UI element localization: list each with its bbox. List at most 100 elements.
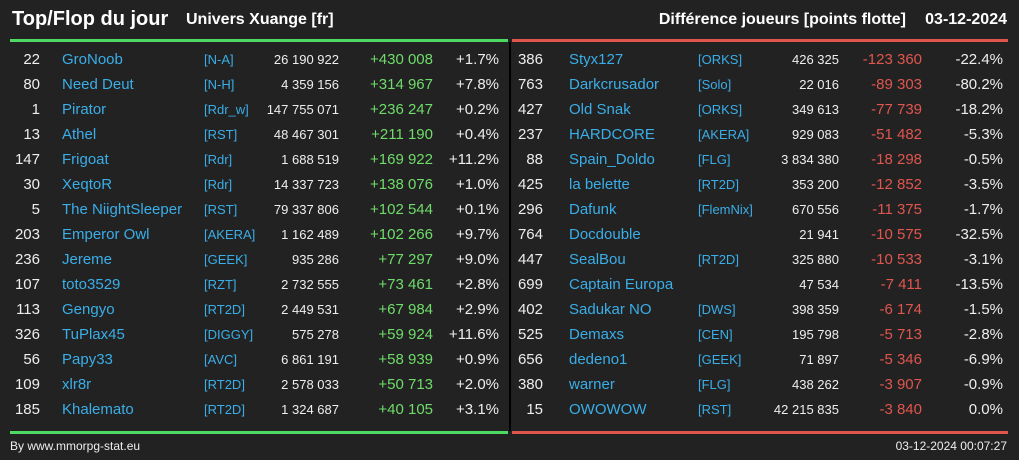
player-name-link[interactable]: Khalemato bbox=[62, 401, 134, 418]
alliance-tag-link[interactable]: [RT2D] bbox=[204, 402, 245, 417]
points-difference: +40 105 bbox=[378, 401, 433, 418]
alliance-tag-link[interactable]: [RT2D] bbox=[698, 177, 739, 192]
player-rank: 763 bbox=[517, 76, 543, 93]
player-name-link[interactable]: Papy33 bbox=[62, 351, 113, 368]
top-gainer-row: 80 Need Deut [N-H] 4 359 156 +314 967 +7.8% bbox=[10, 72, 508, 97]
alliance-tag-link[interactable]: [AKERA] bbox=[204, 227, 256, 242]
player-name-link[interactable]: Emperor Owl bbox=[62, 226, 150, 243]
fleet-points: 21 941 bbox=[799, 227, 839, 242]
player-name-link[interactable]: TuPlax45 bbox=[62, 326, 125, 343]
points-difference: -3 907 bbox=[879, 376, 922, 393]
top-gainer-row: 22 GroNoob [N-A] 26 190 922 +430 008 +1.7% bbox=[10, 47, 508, 72]
alliance-tag-link[interactable]: [Rdr] bbox=[204, 177, 233, 192]
points-difference: -89 303 bbox=[871, 76, 922, 93]
player-rank: 30 bbox=[23, 176, 40, 193]
percent-change: 0.0% bbox=[968, 401, 1003, 418]
alliance-tag-link[interactable]: [AVC] bbox=[204, 352, 237, 367]
alliance-tag-link[interactable]: [FLG] bbox=[698, 377, 731, 392]
player-name-link[interactable]: SealBou bbox=[569, 251, 626, 268]
player-rank: 80 bbox=[23, 76, 40, 93]
alliance-tag-link[interactable]: [DWS] bbox=[698, 302, 736, 317]
percent-change: -2.8% bbox=[963, 326, 1003, 343]
alliance-tag-link[interactable]: [CEN] bbox=[698, 327, 733, 342]
player-name-link[interactable]: OWOWOW bbox=[569, 401, 647, 418]
alliance-tag-link[interactable]: [N-A] bbox=[204, 52, 234, 67]
player-name-link[interactable]: Pirator bbox=[62, 101, 107, 118]
player-name-link[interactable]: The NiightSleeper bbox=[62, 201, 183, 218]
alliance-tag-link[interactable]: [GEEK] bbox=[204, 252, 248, 267]
alliance-tag-link[interactable]: [RZT] bbox=[204, 277, 237, 292]
player-rank: 326 bbox=[14, 326, 40, 343]
player-rank: 15 bbox=[526, 401, 543, 418]
alliance-tag-link[interactable]: [RT2D] bbox=[698, 252, 739, 267]
alliance-tag-link[interactable]: [Solo] bbox=[698, 77, 732, 92]
player-rank: 296 bbox=[517, 201, 543, 218]
player-name-link[interactable]: Gengyo bbox=[62, 301, 115, 318]
alliance-tag-link[interactable]: [ORKS] bbox=[698, 102, 743, 117]
alliance-tag-link[interactable]: [DIGGY] bbox=[204, 327, 254, 342]
points-difference: +138 076 bbox=[370, 176, 433, 193]
player-rank: 237 bbox=[517, 126, 543, 143]
fleet-points: 14 337 723 bbox=[273, 177, 339, 192]
percent-change: +9.0% bbox=[456, 251, 499, 268]
player-name-link[interactable]: Darkcrusador bbox=[569, 76, 660, 93]
player-name-link[interactable]: warner bbox=[569, 376, 615, 393]
fleet-points: 42 215 835 bbox=[773, 402, 839, 417]
player-name-link[interactable]: Old Snak bbox=[569, 101, 631, 118]
percent-change: +3.1% bbox=[456, 401, 499, 418]
alliance-tag-link[interactable]: [RT2D] bbox=[204, 302, 245, 317]
alliance-tag-link[interactable]: [Rdr_w] bbox=[204, 102, 249, 117]
player-rank: 447 bbox=[517, 251, 543, 268]
player-name-link[interactable]: Spain_Doldo bbox=[569, 151, 655, 168]
top-gainers-table: 22 GroNoob [N-A] 26 190 922 +430 008 +1.7% 80 N… bbox=[10, 47, 508, 422]
alliance-tag-link[interactable]: [RST] bbox=[204, 202, 238, 217]
top-loser-row: 237 HARDCORE [AKERA] 929 083 -51 482 -5.3% bbox=[512, 122, 1008, 147]
player-name-link[interactable]: XeqtoR bbox=[62, 176, 113, 193]
player-rank: 699 bbox=[517, 276, 543, 293]
alliance-tag-link[interactable]: [GEEK] bbox=[698, 352, 742, 367]
top-loser-row: 447 SealBou [RT2D] 325 880 -10 533 -3.1% bbox=[512, 247, 1008, 272]
source-credit-link[interactable]: By www.mmorpg-stat.eu bbox=[10, 439, 141, 453]
player-name-link[interactable]: Jereme bbox=[62, 251, 113, 268]
alliance-tag-link[interactable]: [FlemNix] bbox=[698, 202, 753, 217]
top-loser-row: 656 dedeno1 [GEEK] 71 897 -5 346 -6.9% bbox=[512, 347, 1008, 372]
alliance-tag-link[interactable]: [FLG] bbox=[698, 152, 731, 167]
player-rank: 425 bbox=[517, 176, 543, 193]
player-name-link[interactable]: Sadukar NO bbox=[569, 301, 652, 318]
percent-change: +11.6% bbox=[448, 326, 499, 343]
fleet-points: 47 534 bbox=[799, 277, 839, 292]
top-gainer-row: 5 The NiightSleeper [RST] 79 337 806 +102 54… bbox=[10, 197, 508, 222]
player-name-link[interactable]: Frigoat bbox=[62, 151, 109, 168]
player-rank: 1 bbox=[31, 101, 40, 118]
player-name-link[interactable]: Styx127 bbox=[569, 51, 624, 68]
top-accent-bar bbox=[10, 39, 508, 42]
alliance-tag-link[interactable]: [Rdr] bbox=[204, 152, 233, 167]
player-name-link[interactable]: Athel bbox=[62, 126, 97, 143]
alliance-tag-link[interactable]: [AKERA] bbox=[698, 127, 750, 142]
player-name-link[interactable]: Need Deut bbox=[62, 76, 134, 93]
player-name-link[interactable]: toto3529 bbox=[62, 276, 121, 293]
player-name-link[interactable]: la belette bbox=[569, 176, 630, 193]
player-name-link[interactable]: dedeno1 bbox=[569, 351, 628, 368]
alliance-tag-link[interactable]: [N-H] bbox=[204, 77, 235, 92]
fleet-points: 195 798 bbox=[792, 327, 839, 342]
points-difference: -11 375 bbox=[872, 201, 922, 218]
player-name-link[interactable]: HARDCORE bbox=[569, 126, 655, 143]
top-losers-table: 386 Styx127 [ORKS] 426 325 -123 360 -22.4% 763… bbox=[512, 47, 1008, 422]
player-name-link[interactable]: Demaxs bbox=[569, 326, 625, 343]
points-difference: -10 533 bbox=[871, 251, 922, 268]
player-name-link[interactable]: Docdouble bbox=[569, 226, 641, 243]
points-difference: -7 411 bbox=[880, 276, 922, 293]
player-name-link[interactable]: Dafunk bbox=[569, 201, 617, 218]
fleet-points: 147 755 071 bbox=[266, 102, 339, 117]
points-difference: -51 482 bbox=[871, 126, 922, 143]
player-name-link[interactable]: Captain Europa bbox=[569, 276, 674, 293]
alliance-tag-link[interactable]: [RST] bbox=[204, 127, 238, 142]
player-rank: 203 bbox=[14, 226, 40, 243]
alliance-tag-link[interactable]: [ORKS] bbox=[698, 52, 743, 67]
player-name-link[interactable]: xlr8r bbox=[62, 376, 92, 393]
player-rank: 185 bbox=[14, 401, 40, 418]
alliance-tag-link[interactable]: [RST] bbox=[698, 402, 732, 417]
alliance-tag-link[interactable]: [RT2D] bbox=[204, 377, 245, 392]
player-name-link[interactable]: GroNoob bbox=[62, 51, 123, 68]
